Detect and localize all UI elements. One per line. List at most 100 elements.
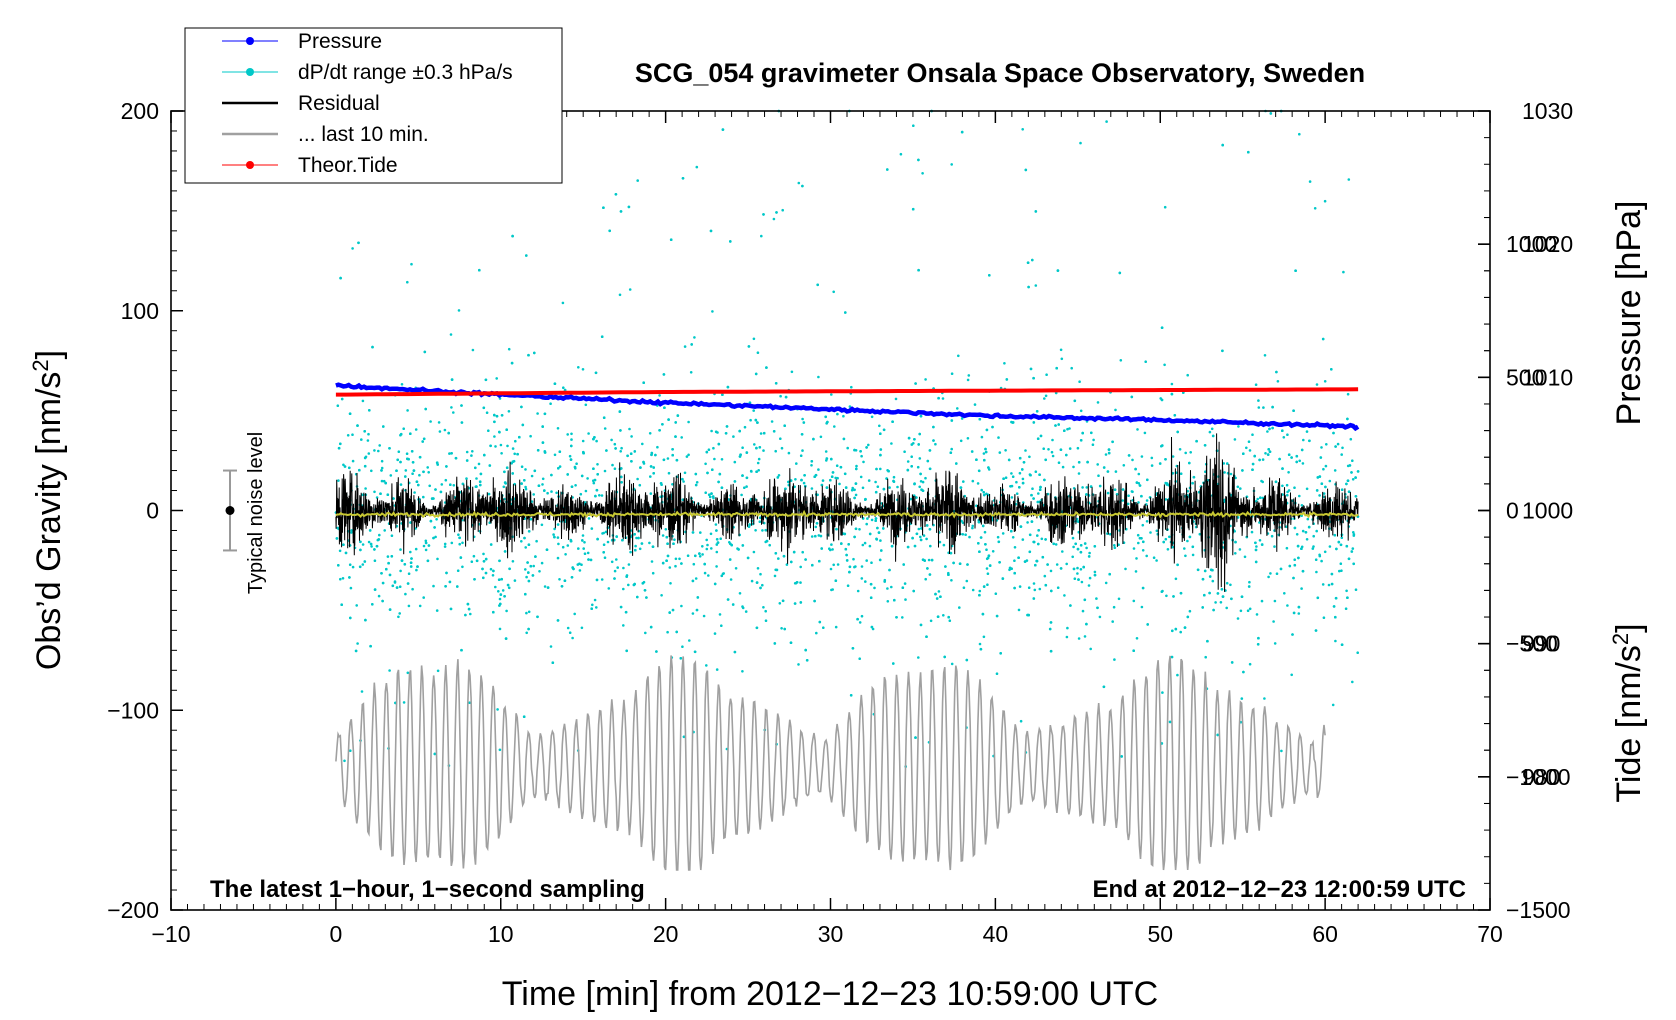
dpdt-point [340, 397, 344, 401]
dpdt-point [1173, 414, 1177, 417]
dpdt-point [504, 637, 508, 640]
dpdt-point [618, 293, 622, 297]
dpdt-point [1248, 607, 1252, 611]
dpdt-point [1079, 439, 1083, 442]
plot-data-layer [334, 109, 1360, 871]
dpdt-point [621, 538, 624, 542]
dpdt-point [874, 480, 877, 484]
dpdt-point [1057, 461, 1061, 465]
dpdt-point [450, 378, 454, 381]
dpdt-point [500, 452, 503, 455]
dpdt-point [910, 443, 914, 446]
dpdt-point [577, 547, 580, 550]
dpdt-point [701, 545, 704, 548]
dpdt-point [741, 670, 744, 673]
dpdt-point [357, 241, 360, 245]
dpdt-point [976, 482, 980, 485]
dpdt-point [860, 454, 863, 458]
dpdt-point [871, 627, 875, 631]
dpdt-point [784, 487, 787, 491]
dpdt-point [1161, 444, 1164, 447]
dpdt-point [350, 529, 353, 532]
dpdt-point [895, 616, 898, 619]
dpdt-point [1065, 562, 1068, 566]
dpdt-point [371, 603, 374, 606]
dpdt-point [680, 562, 683, 565]
dpdt-point [644, 631, 647, 635]
dpdt-point [503, 470, 506, 474]
dpdt-point [449, 483, 452, 487]
dpdt-point [367, 432, 370, 436]
dpdt-point [521, 423, 525, 427]
dpdt-point [538, 570, 541, 573]
dpdt-point [400, 559, 404, 562]
dpdt-point [587, 517, 591, 520]
dpdt-point [853, 496, 856, 500]
dpdt-point [850, 385, 853, 389]
dpdt-point [479, 483, 482, 487]
dpdt-point [351, 433, 354, 437]
dpdt-point [1117, 597, 1121, 601]
dpdt-point [618, 410, 622, 413]
dpdt-point [847, 543, 850, 546]
dpdt-point [779, 394, 782, 398]
dpdt-point [1191, 481, 1194, 485]
dpdt-point [406, 671, 410, 675]
dpdt-point [458, 536, 461, 540]
dpdt-point [478, 268, 481, 272]
dpdt-point [824, 450, 828, 453]
dpdt-point [937, 396, 940, 400]
dpdt-point [375, 496, 379, 499]
dpdt-point [1280, 749, 1283, 753]
dpdt-point [848, 570, 851, 574]
dpdt-point [1049, 649, 1053, 653]
dpdt-point [1114, 408, 1117, 412]
dpdt-point [858, 621, 862, 624]
dpdt-point [592, 467, 595, 471]
end-time-note: End at 2012−12−23 12:00:59 UTC [1092, 876, 1466, 903]
dpdt-point [637, 536, 640, 540]
dpdt-point [783, 627, 786, 631]
dpdt-point [478, 480, 482, 484]
dpdt-point [1140, 455, 1144, 458]
dpdt-point [1272, 620, 1275, 623]
dpdt-point [858, 657, 861, 660]
dpdt-point [568, 631, 572, 634]
dpdt-point [789, 641, 793, 644]
dpdt-point [1234, 476, 1237, 480]
dpdt-point [468, 701, 471, 704]
dpdt-point [982, 635, 986, 639]
dpdt-point [583, 541, 586, 544]
dpdt-point [961, 521, 965, 525]
dpdt-point [1274, 480, 1278, 484]
dpdt-point [1211, 434, 1215, 438]
dpdt-point [848, 405, 852, 408]
dpdt-point [728, 558, 732, 561]
dpdt-point [435, 461, 439, 465]
dpdt-point [1350, 550, 1354, 553]
dpdt-point [1269, 572, 1272, 575]
series-last10min-line [335, 655, 1326, 871]
dpdt-point [1188, 461, 1191, 465]
dpdt-point [602, 551, 605, 554]
dpdt-point [355, 604, 359, 607]
dpdt-point [1221, 143, 1224, 147]
dpdt-point [917, 158, 920, 162]
dpdt-point [980, 435, 984, 439]
dpdt-point [432, 536, 435, 540]
dpdt-point [1137, 501, 1140, 504]
dpdt-point [649, 492, 653, 495]
dpdt-point [799, 565, 802, 569]
dpdt-point [922, 534, 926, 537]
dpdt-point [534, 555, 537, 558]
dpdt-point [487, 429, 490, 433]
dpdt-point [870, 625, 874, 629]
dpdt-point [470, 560, 474, 563]
dpdt-point [1262, 406, 1265, 409]
legend-box [184, 27, 563, 184]
dpdt-point [1279, 567, 1283, 571]
dpdt-point [921, 172, 924, 175]
dpdt-point [484, 557, 488, 561]
dpdt-point [1093, 570, 1097, 574]
dpdt-point [1263, 697, 1266, 700]
